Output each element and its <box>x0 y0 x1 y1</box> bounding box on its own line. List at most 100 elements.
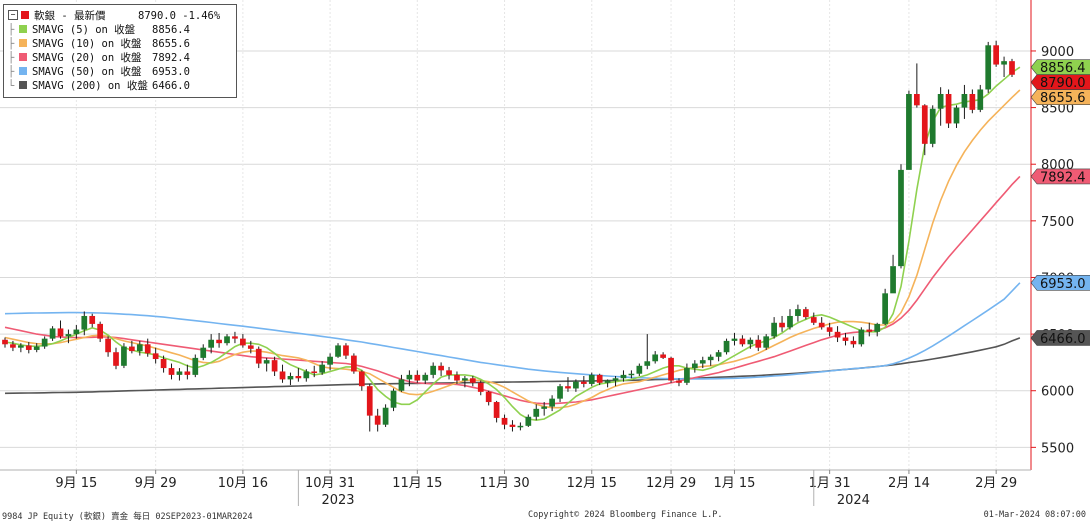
x-tick-label: 1月 31 <box>809 476 851 491</box>
candle-body <box>763 336 770 348</box>
candle-body <box>81 315 88 330</box>
candle-body <box>144 344 151 354</box>
candle-body <box>810 317 817 323</box>
last-value-text: 7892.4 <box>1040 170 1086 185</box>
candle-body <box>652 354 659 362</box>
candle-body <box>232 336 238 339</box>
legend-value: 8856.4 <box>152 24 190 36</box>
candle-body <box>620 374 627 379</box>
candle-body <box>676 380 682 383</box>
candle-body <box>779 322 785 328</box>
last-value-text: 6466.0 <box>1040 332 1086 347</box>
candle-body <box>2 339 8 345</box>
year-label: 2023 <box>321 493 354 508</box>
legend-label: SMAVG (20) on 收盤 <box>32 52 142 64</box>
legend-label: SMAVG (200) on 收盤 <box>32 80 148 92</box>
candle-body <box>715 352 722 357</box>
series-line <box>4 175 1021 405</box>
candle-body <box>57 328 64 337</box>
x-tick-label: 11月 15 <box>392 476 442 491</box>
candle-body <box>723 340 730 353</box>
candle-body <box>176 371 183 375</box>
candle-body <box>913 94 920 106</box>
legend-value: 8655.6 <box>152 38 190 50</box>
candle-body <box>406 374 413 380</box>
x-tick-label: 10月 31 <box>305 476 355 491</box>
candle-body <box>660 354 666 358</box>
candle-body <box>255 348 262 364</box>
candle-body <box>945 94 952 124</box>
last-value-label: 7892.4 <box>1030 168 1090 185</box>
collapse-icon[interactable]: − <box>8 10 18 20</box>
candle-body <box>351 355 357 372</box>
candle-body <box>501 417 508 425</box>
candle-body <box>319 364 326 373</box>
legend-item-sma50: ├ SMAVG (50) on 收盤 6953.0 <box>8 66 190 78</box>
candle-body <box>588 374 595 384</box>
candle-body <box>240 338 246 346</box>
x-tick-label: 12月 15 <box>567 476 617 491</box>
candle-body <box>818 322 825 328</box>
candle-body <box>985 45 992 90</box>
candle-body <box>684 368 690 383</box>
candle-body <box>271 360 278 372</box>
candle-body <box>580 381 587 384</box>
candle-body <box>858 329 865 345</box>
last-value-label: 8655.6 <box>1030 89 1090 106</box>
candle-body <box>699 360 706 364</box>
candle-body <box>1001 61 1007 65</box>
candle-body <box>604 380 611 383</box>
last-value-tag <box>1030 89 1090 106</box>
legend-label: SMAVG (10) on 收盤 <box>32 38 142 50</box>
candle-body <box>953 107 960 124</box>
candle-body <box>152 353 159 360</box>
candle-body <box>224 336 230 344</box>
last-value-label: 8790.0 <box>1030 74 1090 91</box>
candle-body <box>263 360 270 364</box>
candle-body <box>596 374 603 383</box>
candle-body <box>977 89 984 110</box>
candle-body <box>327 356 333 365</box>
candle-body <box>731 338 738 341</box>
candle-body <box>65 334 72 337</box>
legend-label: 軟銀 - 最新價 <box>34 10 106 22</box>
candle-body <box>636 365 643 374</box>
candle-body <box>525 416 532 426</box>
candle-body <box>755 339 762 348</box>
candle-body <box>937 94 944 109</box>
y-tick-label: 5500 <box>1041 441 1074 456</box>
candle-body <box>921 105 928 144</box>
last-value-tag <box>1030 274 1090 291</box>
candle-body <box>168 368 175 375</box>
candle-body <box>612 378 619 381</box>
candle-body <box>969 94 976 110</box>
candle-body <box>208 339 215 348</box>
candle-body <box>446 370 452 375</box>
last-value-tag <box>1030 74 1090 91</box>
candle-body <box>192 357 199 375</box>
candle-body <box>1009 61 1015 75</box>
candle-body <box>462 378 468 381</box>
candle-body <box>850 340 857 345</box>
candle-body <box>374 415 381 425</box>
legend-swatch <box>19 81 27 89</box>
candle-body <box>414 374 421 381</box>
legend-swatch <box>19 53 27 61</box>
candle-body <box>18 345 24 348</box>
legend-value: 7892.4 <box>152 52 190 64</box>
series-line <box>4 89 1021 409</box>
candle-body <box>113 352 119 366</box>
legend-swatch <box>19 39 27 47</box>
legend-item-sma5: ├ SMAVG (5) on 收盤 8856.4 <box>8 24 190 36</box>
candle-body <box>565 386 571 389</box>
candle-body <box>136 344 143 352</box>
candle-body <box>493 402 500 418</box>
candle-body <box>200 347 207 358</box>
candle-body <box>739 338 746 345</box>
candle-body <box>826 327 833 332</box>
candle-body <box>509 424 516 427</box>
candle-body <box>97 323 104 339</box>
last-value-label: 6466.0 <box>1030 330 1090 347</box>
year-label: 2024 <box>837 493 870 508</box>
